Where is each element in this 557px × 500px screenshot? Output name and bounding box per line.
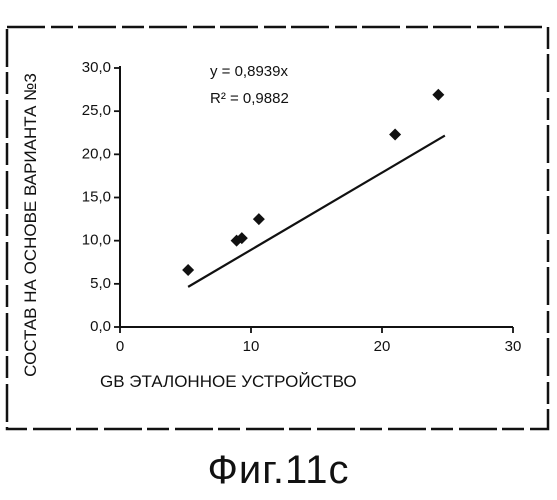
chart-frame <box>7 27 548 429</box>
y-tick-label: 25,0 <box>82 102 111 119</box>
y-axis-label: СОСТАВ НА ОСНОВЕ ВАРИАНТА №3 <box>21 73 40 377</box>
figure-caption: Фиг.11с <box>0 448 557 493</box>
equation-label: y = 0,8939x <box>210 63 288 80</box>
y-tick-label: 5,0 <box>90 275 111 292</box>
data-point <box>389 128 401 140</box>
x-axis-ticks: 0 10 20 30 <box>116 327 522 355</box>
r-squared-label: R² = 0,9882 <box>210 90 289 107</box>
y-tick-label: 10,0 <box>82 232 111 249</box>
y-tick-label: 20,0 <box>82 145 111 162</box>
x-tick-label: 0 <box>116 338 124 355</box>
y-tick-label: 15,0 <box>82 188 111 205</box>
x-axis-label: GB ЭТАЛОННОЕ УСТРОЙСТВО <box>100 372 357 391</box>
data-point <box>182 264 194 276</box>
data-point <box>253 213 265 225</box>
y-tick-label: 0,0 <box>90 318 111 335</box>
x-tick-label: 10 <box>243 338 260 355</box>
x-tick-label: 30 <box>505 338 522 355</box>
x-tick-label: 20 <box>374 338 391 355</box>
trendline <box>188 136 445 287</box>
y-tick-label: 30,0 <box>82 59 111 76</box>
y-axis-ticks: 0,0 5,0 10,0 15,0 20,0 25,0 30,0 <box>82 59 120 335</box>
data-points <box>182 89 444 276</box>
data-point <box>432 89 444 101</box>
